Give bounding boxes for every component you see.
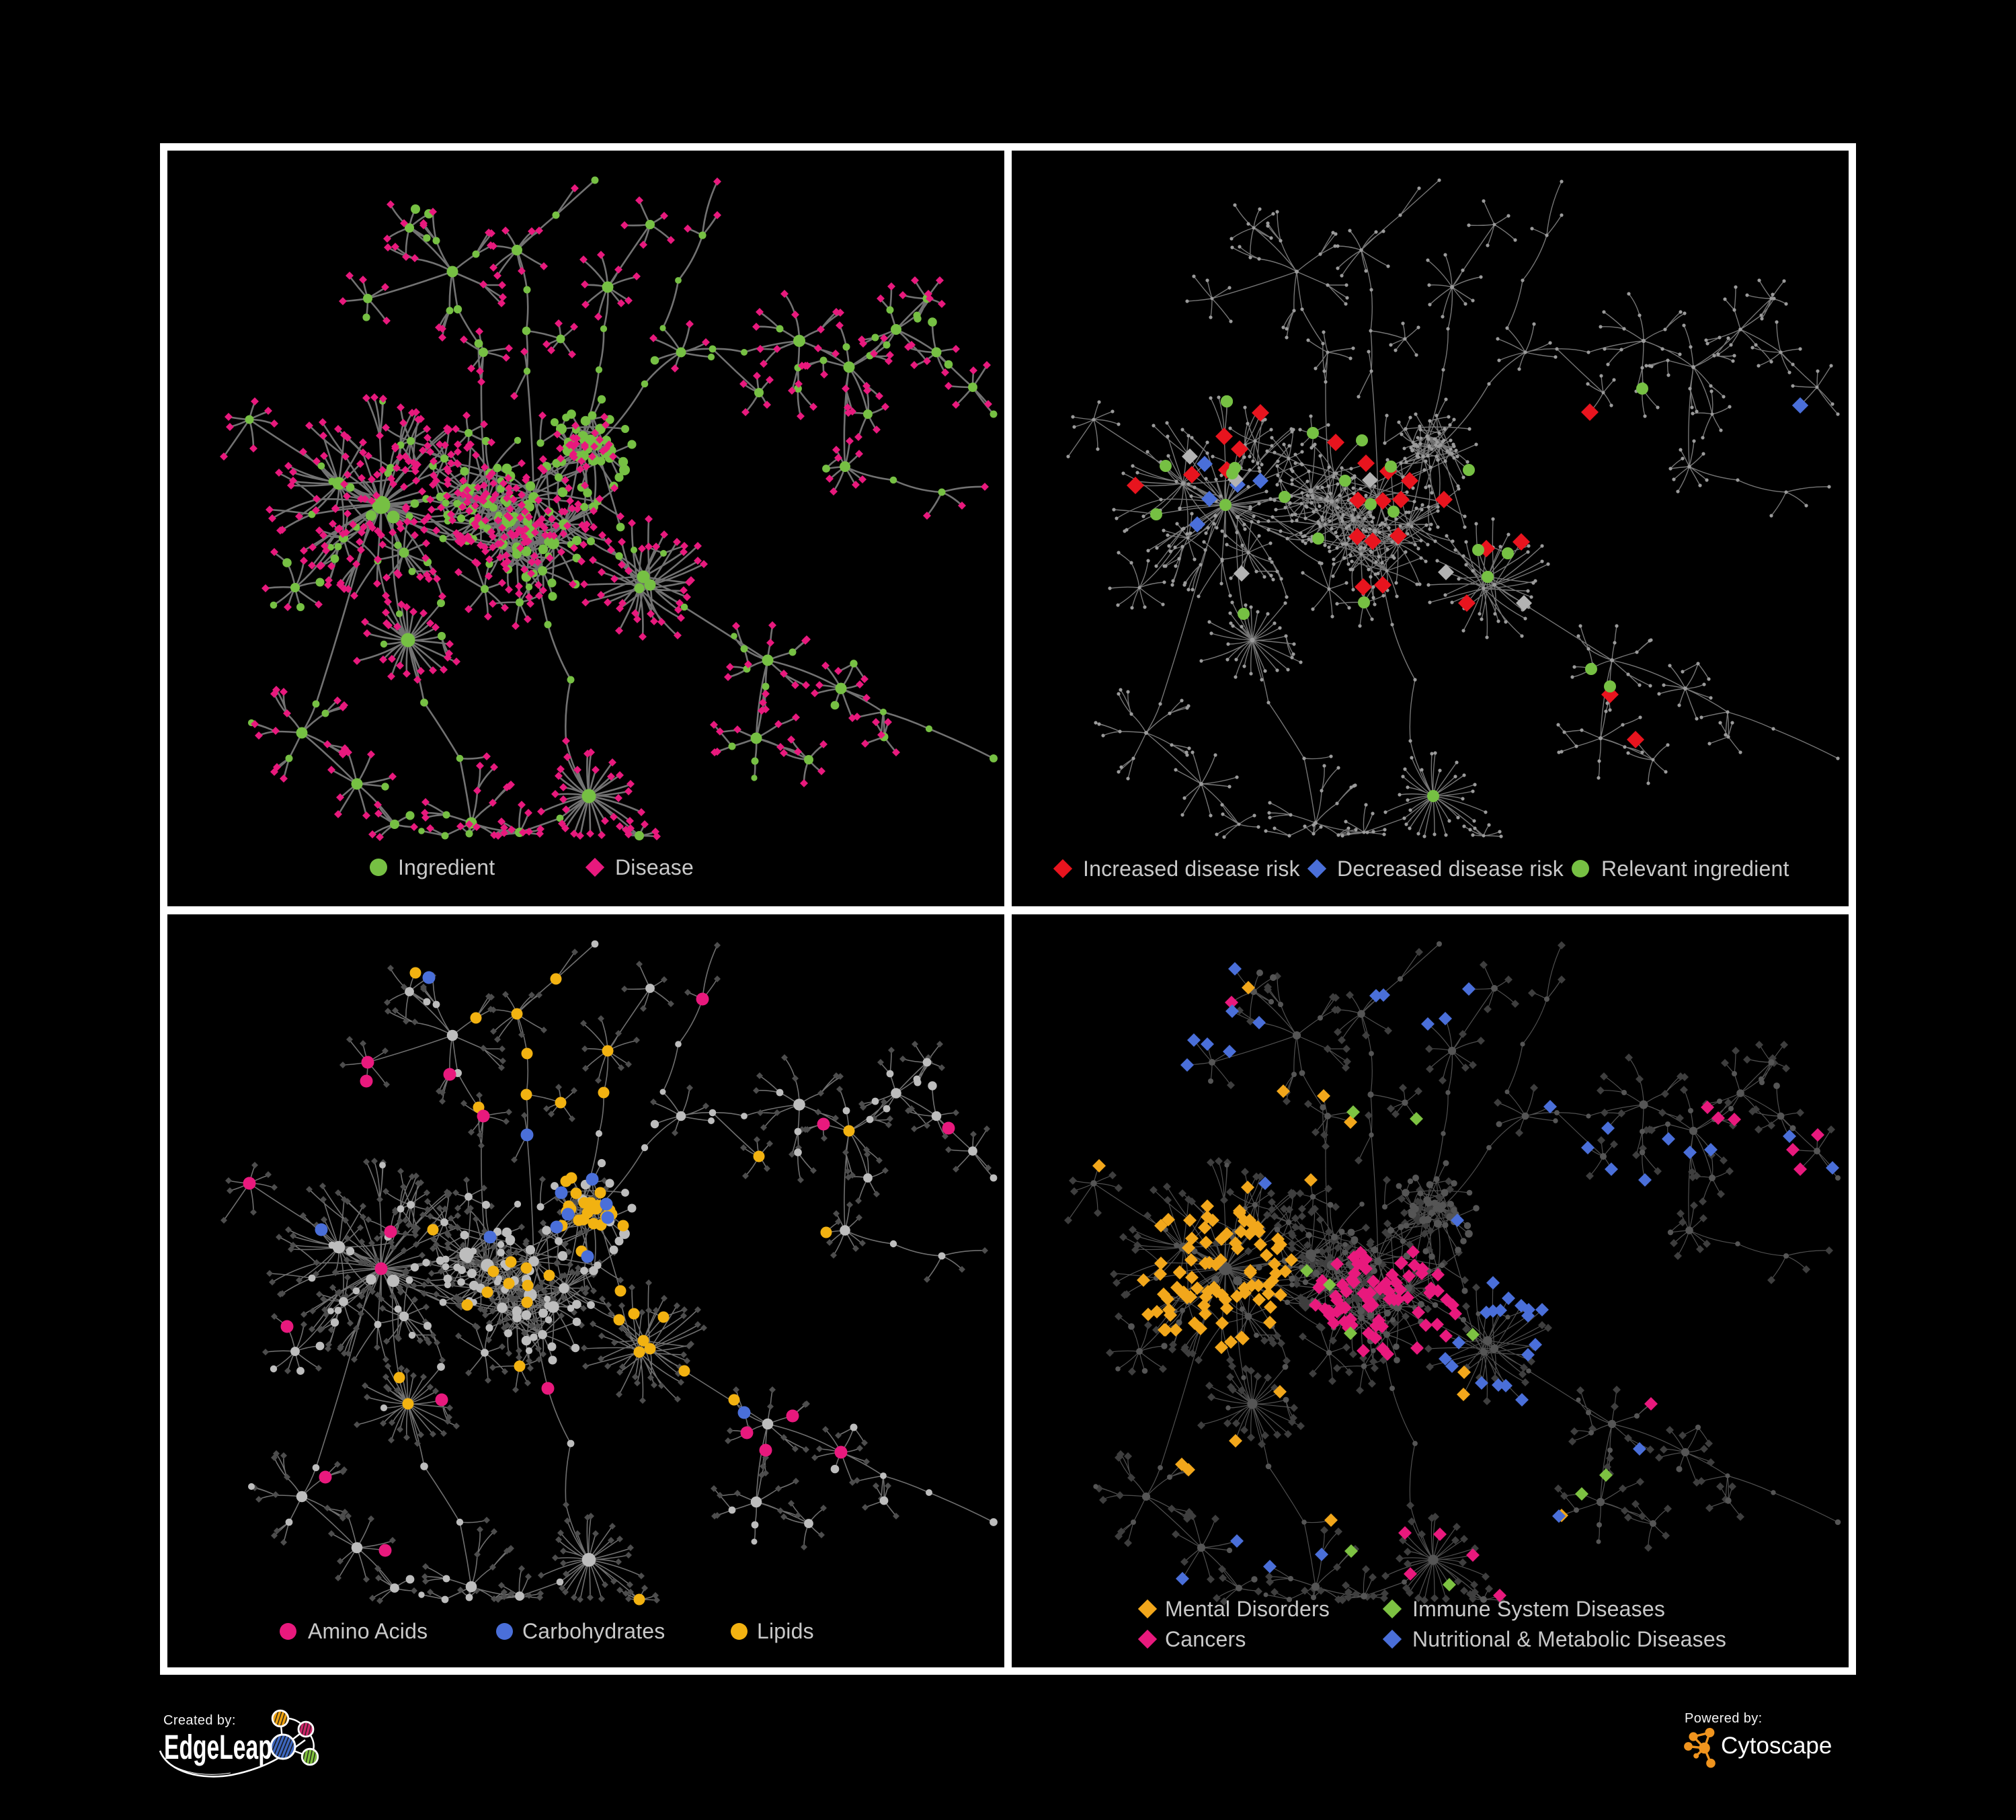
svg-text:EdgeLeap: EdgeLeap: [164, 1729, 272, 1767]
svg-text:Cytoscape: Cytoscape: [1721, 1733, 1832, 1759]
svg-text:Created by:: Created by:: [163, 1713, 236, 1728]
svg-text:Powered by:: Powered by:: [1685, 1711, 1763, 1726]
